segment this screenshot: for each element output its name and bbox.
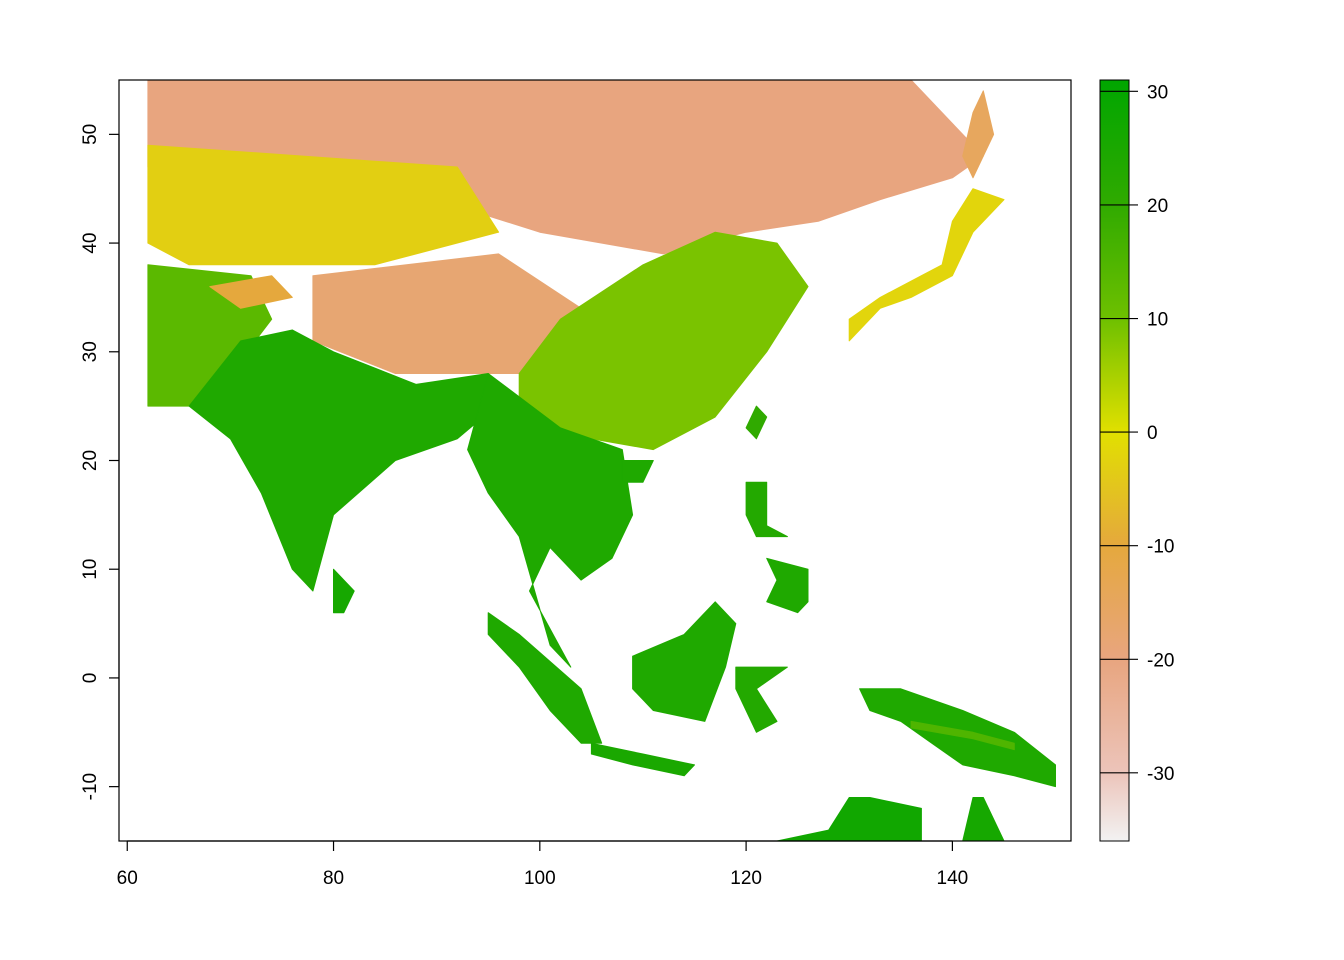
x-tick-label: 60 xyxy=(117,868,138,889)
legend-tick-label: -10 xyxy=(1147,537,1174,558)
region-indian-subcontinent xyxy=(188,329,510,592)
y-tick-label: -10 xyxy=(80,773,101,800)
x-tick-label: 80 xyxy=(323,868,344,889)
legend-tick-label: 30 xyxy=(1147,82,1168,103)
region-taiwan xyxy=(745,405,768,440)
legend-tick-label: 0 xyxy=(1147,423,1158,444)
region-central-asia xyxy=(147,144,500,266)
x-axis: 60 80 100 120 140 xyxy=(117,840,969,889)
region-sulawesi xyxy=(735,666,788,733)
region-northern-australia xyxy=(776,797,922,841)
highland-hindu-kush xyxy=(209,275,293,309)
x-tick-label: 140 xyxy=(937,868,969,889)
region-tibetan-plateau xyxy=(312,253,582,374)
y-tick-label: 10 xyxy=(80,559,101,580)
x-tick-label: 120 xyxy=(730,868,762,889)
region-sakhalin xyxy=(962,90,995,179)
region-cape-york xyxy=(962,797,1005,841)
region-hainan xyxy=(621,460,654,483)
legend-frame xyxy=(1099,79,1130,842)
region-sri-lanka xyxy=(333,568,355,614)
legend-tick-label: 20 xyxy=(1147,196,1168,217)
region-new-guinea xyxy=(859,688,1056,788)
legend-tick-label: -30 xyxy=(1147,764,1174,785)
y-tick-label: 0 xyxy=(80,673,101,684)
color-legend: -30 -20 -10 0 10 20 30 xyxy=(1099,79,1174,842)
region-borneo xyxy=(632,601,737,722)
legend-tick-label: -20 xyxy=(1147,650,1174,671)
y-tick-label: 30 xyxy=(80,341,101,362)
legend-color-bar xyxy=(1100,80,1129,841)
raster-layer xyxy=(147,80,1056,841)
x-tick-label: 100 xyxy=(524,868,556,889)
region-mindanao-and-visayas xyxy=(766,557,809,614)
highland-new-guinea-highlands xyxy=(910,720,1015,751)
legend-ticks: -30 -20 -10 0 10 20 30 xyxy=(1100,82,1174,785)
region-luzon xyxy=(745,481,788,538)
y-tick-label: 20 xyxy=(80,450,101,471)
y-tick-label: 40 xyxy=(80,233,101,254)
y-tick-label: 50 xyxy=(80,124,101,145)
region-java xyxy=(590,742,695,777)
y-axis: -10 0 10 20 30 40 50 xyxy=(80,124,120,800)
region-sumatra xyxy=(487,612,603,744)
region-japan xyxy=(848,188,1005,342)
legend-tick-label: 10 xyxy=(1147,310,1168,331)
